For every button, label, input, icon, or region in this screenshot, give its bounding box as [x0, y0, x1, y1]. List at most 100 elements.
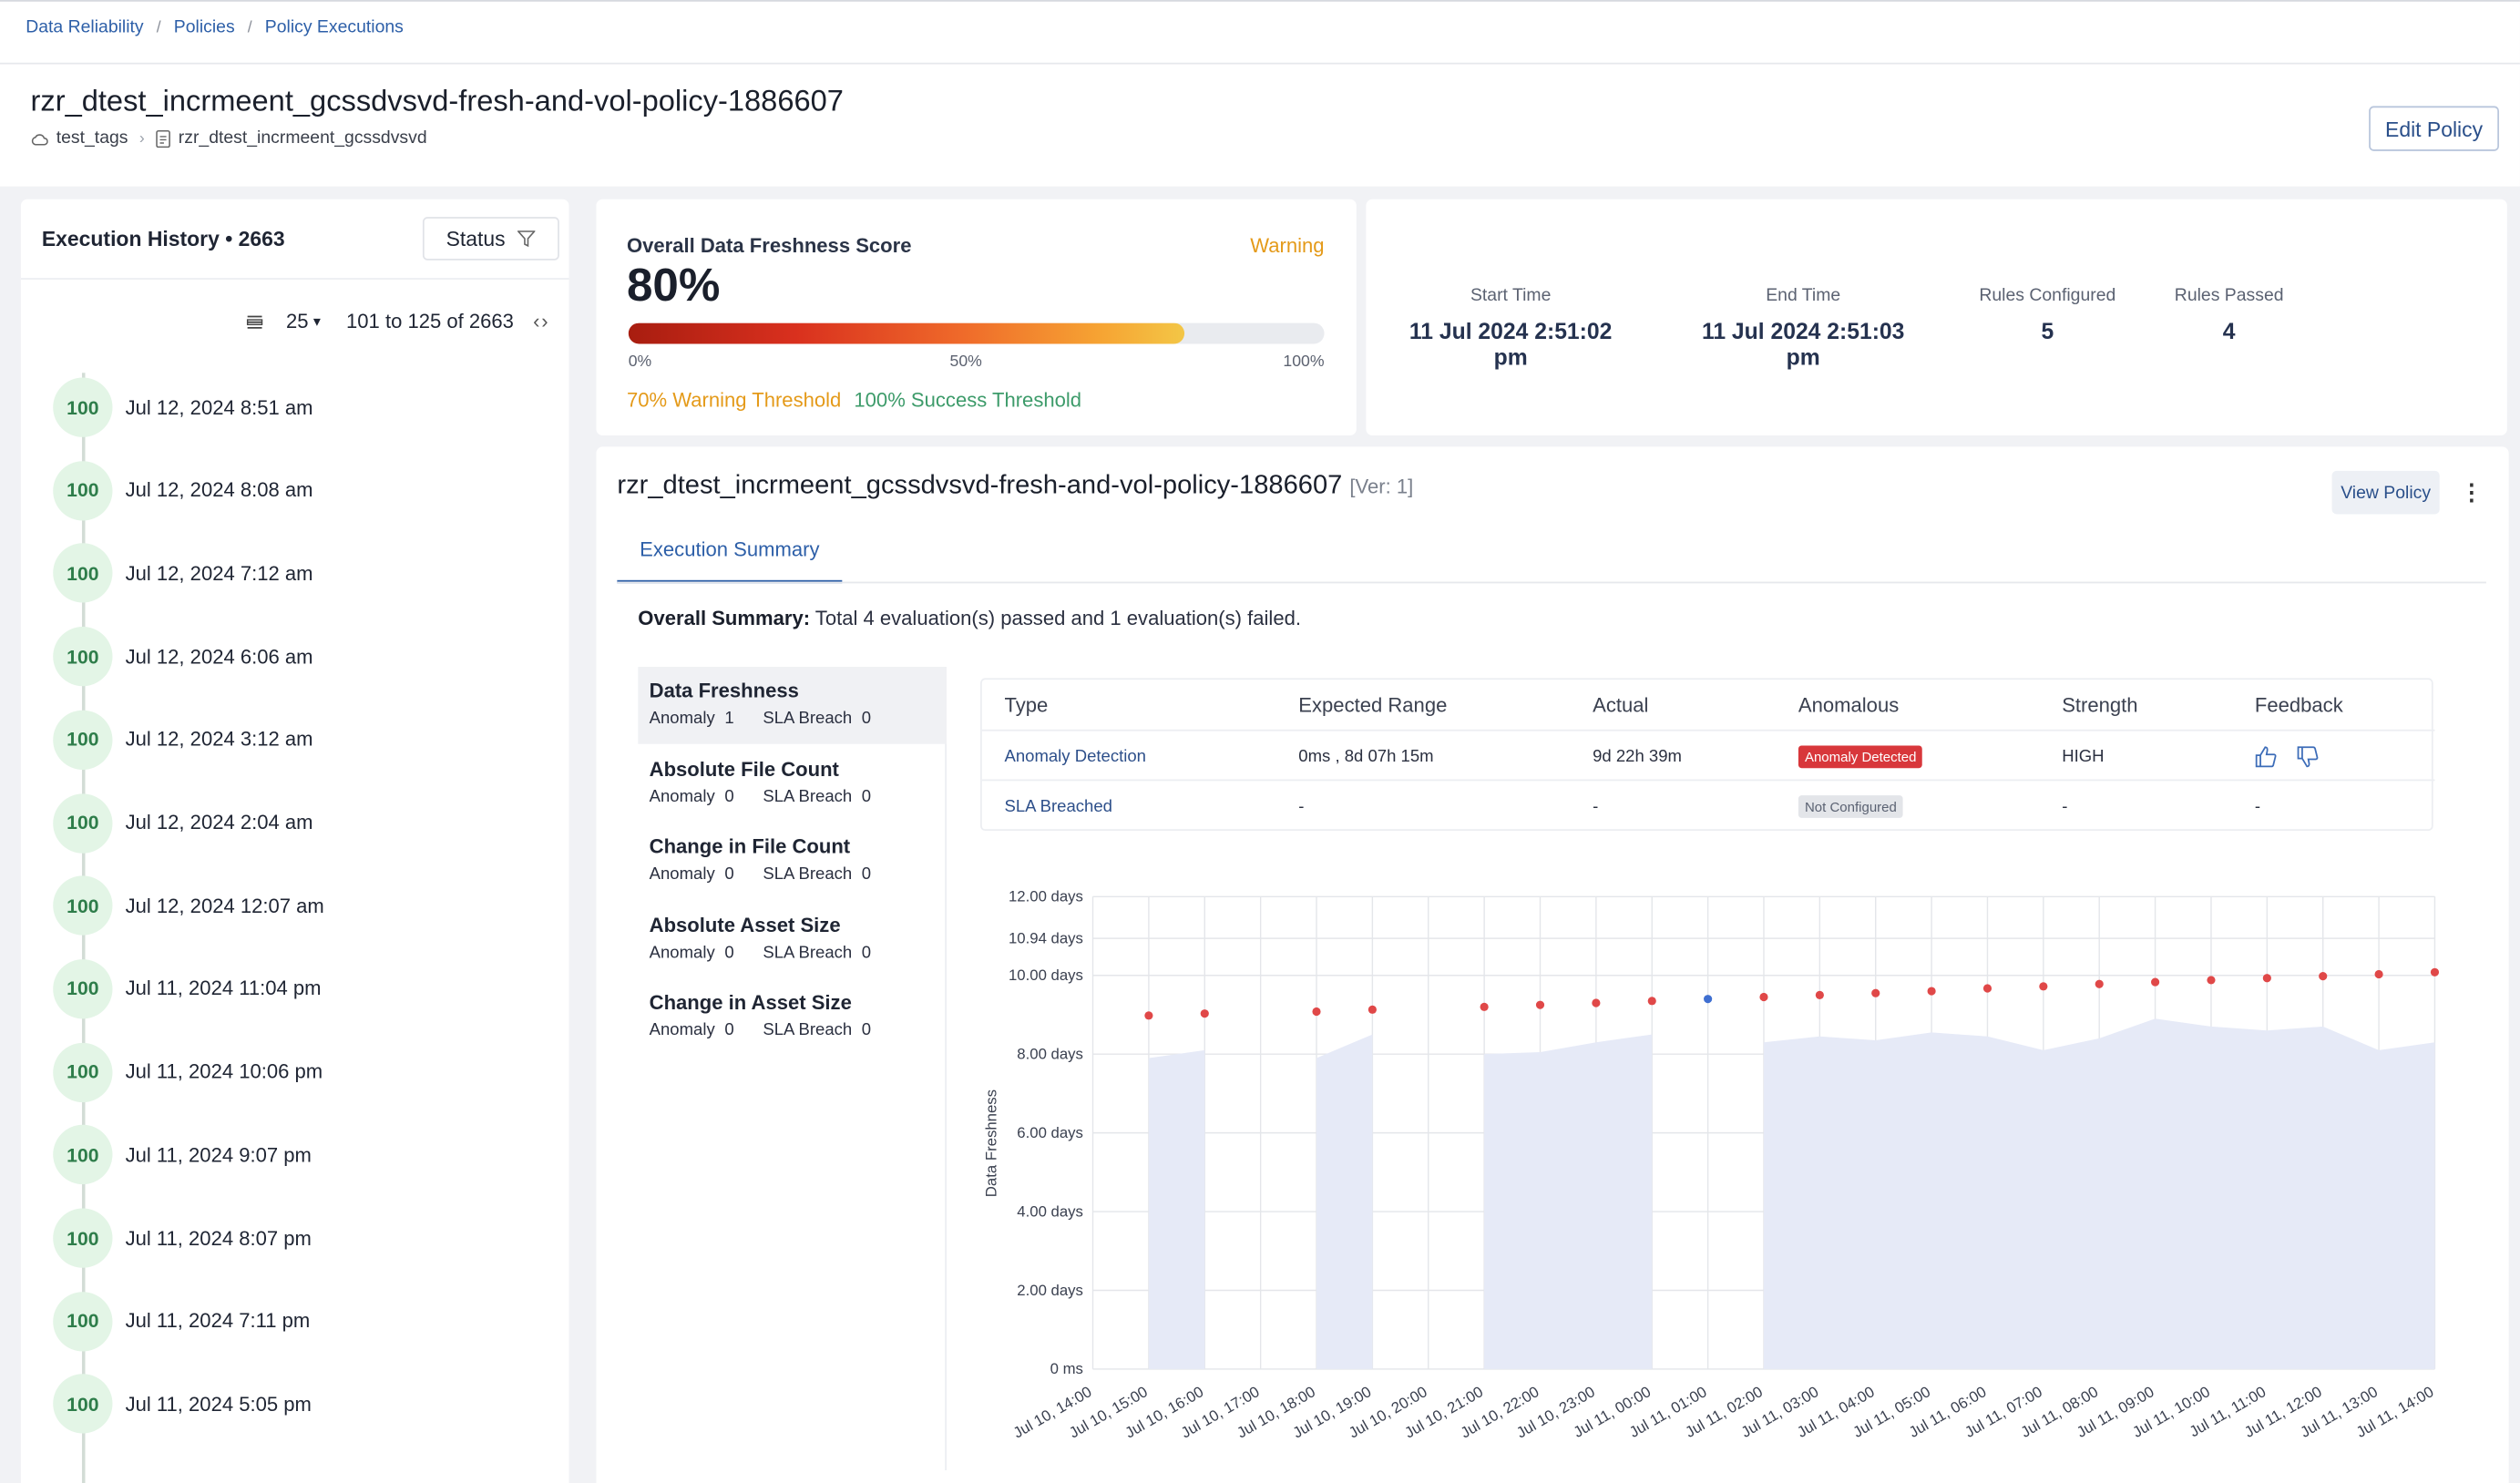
- page-size-select[interactable]: 25 ▾: [286, 310, 321, 332]
- execution-history-item[interactable]: 100 Jul 12, 2024 12:07 am: [53, 875, 324, 936]
- header-strength: Strength: [2062, 693, 2138, 716]
- overall-summary: Overall Summary: Total 4 evaluation(s) p…: [638, 608, 1301, 630]
- thresholds: 70% Warning Threshold 100% Success Thres…: [627, 389, 1081, 412]
- end-time: End Time 11 Jul 2024 2:51:03 pm: [1689, 286, 1917, 370]
- data-point: [1647, 997, 1656, 1006]
- execution-history-item[interactable]: 100 Jul 12, 2024 7:12 am: [53, 543, 313, 604]
- status-filter-button[interactable]: Status: [422, 217, 559, 261]
- row-expected-range: 0ms , 8d 07h 15m: [1298, 746, 1434, 766]
- execution-history-item[interactable]: 100 Jul 11, 2024 9:07 pm: [53, 1125, 312, 1185]
- execution-history-item[interactable]: 100 Jul 12, 2024 6:06 am: [53, 627, 313, 687]
- expected-range-band: [1763, 1018, 2435, 1369]
- execution-history-item[interactable]: 100 Jul 11, 2024 5:05 pm: [53, 1374, 312, 1435]
- anomaly-value: 0: [724, 942, 734, 962]
- y-tick-label: 10.00 days: [1009, 967, 1083, 984]
- breadcrumb-data-reliability[interactable]: Data Reliability: [26, 17, 144, 37]
- next-page-icon[interactable]: ›: [541, 310, 548, 333]
- y-tick-label: 12.00 days: [1009, 888, 1083, 905]
- thumbs-down-icon[interactable]: [2297, 745, 2320, 768]
- row-actual: 9d 22h 39m: [1593, 746, 1682, 766]
- rules-configured-label: Rules Configured: [1979, 285, 2116, 306]
- execution-history-panel: Execution History • 2663 Status 25 ▾ 101 …: [20, 199, 569, 1483]
- execution-date: Jul 11, 2024 7:11 pm: [125, 1309, 311, 1333]
- file-icon: [156, 129, 170, 148]
- execution-history-item[interactable]: 100 Jul 11, 2024 8:07 pm: [53, 1208, 312, 1268]
- data-point: [1368, 1005, 1377, 1014]
- evaluation-item[interactable]: Data Freshness Anomaly 1 SLA Breach 0: [638, 667, 947, 744]
- execution-date: Jul 12, 2024 12:07 am: [125, 894, 324, 917]
- data-point: [2262, 974, 2271, 983]
- data-point: [1815, 990, 1824, 999]
- execution-date: Jul 11, 2024 5:05 pm: [125, 1393, 312, 1416]
- row-strength: -: [2062, 796, 2068, 816]
- execution-date: Jul 11, 2024 10:06 pm: [125, 1060, 323, 1084]
- page-title: rzr_dtest_incrmeent_gcssdvsvd-fresh-and-…: [30, 83, 844, 118]
- anomaly-value: 0: [724, 786, 734, 806]
- policy-version: [Ver: 1]: [1349, 476, 1414, 498]
- row-type[interactable]: SLA Breached: [1004, 796, 1112, 816]
- table-row: Anomaly Detection 0ms , 8d 07h 15m 9d 22…: [981, 729, 2435, 780]
- evaluation-name: Change in Asset Size: [649, 991, 852, 1015]
- path-folder[interactable]: test_tags: [56, 128, 128, 148]
- breadcrumb-policies[interactable]: Policies: [173, 17, 235, 37]
- chevron-right-icon: ›: [138, 129, 145, 148]
- data-point: [1592, 998, 1601, 1007]
- row-type[interactable]: Anomaly Detection: [1004, 746, 1146, 766]
- freshness-chart-svg: 0 ms 2.00 days 4.00 days 6.00 days 8.00 days…: [983, 888, 2440, 1442]
- summary-policy-name: rzr_dtest_incrmeent_gcssdvsvd-fresh-and-…: [617, 470, 1343, 500]
- table-row: SLA Breached - - Not Configured - -: [981, 779, 2435, 830]
- data-point: [1871, 988, 1880, 997]
- execution-history-item[interactable]: 100 Jul 12, 2024 3:12 am: [53, 710, 313, 770]
- header-actual: Actual: [1593, 693, 1649, 716]
- tab-execution-summary[interactable]: Execution Summary: [617, 528, 843, 584]
- previous-page-icon[interactable]: ‹: [533, 310, 540, 333]
- breadcrumb-separator: /: [156, 18, 161, 36]
- sla-count: SLA Breach 0: [763, 786, 871, 805]
- data-point: [1480, 1002, 1489, 1011]
- anomaly-value: 0: [724, 1020, 734, 1040]
- freshness-score-label: Overall Data Freshness Score: [626, 234, 912, 258]
- warning-threshold: 70% Warning Threshold: [626, 388, 842, 412]
- execution-history-label: Execution History: [41, 226, 220, 251]
- status-filter-label: Status: [446, 226, 506, 251]
- evaluation-item[interactable]: Absolute File Count Anomaly 0 SLA Breach 0: [638, 745, 947, 823]
- execution-history-item[interactable]: 100 Jul 12, 2024 2:04 am: [53, 793, 313, 853]
- evaluation-name: Data Freshness: [649, 680, 799, 702]
- end-time-label: End Time: [1766, 285, 1841, 306]
- execution-score: 100: [53, 958, 113, 1019]
- sla-count: SLA Breach 0: [763, 1020, 871, 1039]
- rules-passed-value: 4: [2222, 318, 2236, 344]
- breadcrumb-bar: Data Reliability / Policies / Policy Exe…: [0, 0, 2520, 65]
- execution-history-item[interactable]: 100 Jul 11, 2024 10:06 pm: [53, 1042, 323, 1102]
- sla-count: SLA Breach 0: [763, 943, 871, 962]
- evaluation-counts: Anomaly 0 SLA Breach 0: [650, 864, 936, 884]
- data-point: [2374, 969, 2383, 979]
- more-options-icon[interactable]: ⋮: [2460, 478, 2484, 505]
- execution-history-item[interactable]: 100 Jul 12, 2024 8:51 am: [53, 377, 313, 437]
- breadcrumb-separator: /: [247, 18, 252, 36]
- edit-policy-button[interactable]: Edit Policy: [2369, 106, 2500, 151]
- execution-history-item[interactable]: 100 Jul 11, 2024 11:04 pm: [53, 958, 322, 1019]
- thumbs-up-icon[interactable]: [2255, 745, 2278, 768]
- execution-score: 100: [53, 875, 113, 936]
- freshness-score-card: Overall Data Freshness Score Warning 80%…: [596, 199, 1357, 436]
- expected-range-band: [1316, 1034, 1373, 1369]
- execution-history-item[interactable]: 100 Jul 12, 2024 8:08 am: [53, 460, 313, 520]
- start-time: Start Time 11 Jul 2024 2:51:02 pm: [1398, 286, 1624, 370]
- anomaly-label: Anomaly: [649, 1020, 715, 1040]
- y-tick-label: 4.00 days: [1017, 1202, 1083, 1220]
- evaluation-item[interactable]: Change in Asset Size Anomaly 0 SLA Breach 0: [638, 978, 947, 1056]
- evaluation-item[interactable]: Change in File Count Anomaly 0 SLA Breach 0: [638, 823, 947, 900]
- anomaly-label: Anomaly: [649, 708, 715, 729]
- anomaly-detected-badge: Anomaly Detected: [1798, 744, 1923, 768]
- page-size-value: 25: [285, 310, 309, 333]
- data-point: [1927, 987, 1936, 996]
- evaluation-item[interactable]: Absolute Asset Size Anomaly 0 SLA Breach 0: [638, 901, 947, 978]
- view-policy-button[interactable]: View Policy: [2331, 470, 2440, 515]
- path-asset[interactable]: rzr_dtest_incrmeent_gcssdvsvd: [178, 128, 427, 148]
- execution-history-item[interactable]: 100 Jul 11, 2024 7:11 pm: [53, 1291, 311, 1351]
- execution-date: Jul 12, 2024 3:12 am: [125, 728, 313, 752]
- evaluation-counts: Anomaly 0 SLA Breach 0: [650, 786, 936, 805]
- breadcrumb-policy-executions[interactable]: Policy Executions: [264, 17, 404, 37]
